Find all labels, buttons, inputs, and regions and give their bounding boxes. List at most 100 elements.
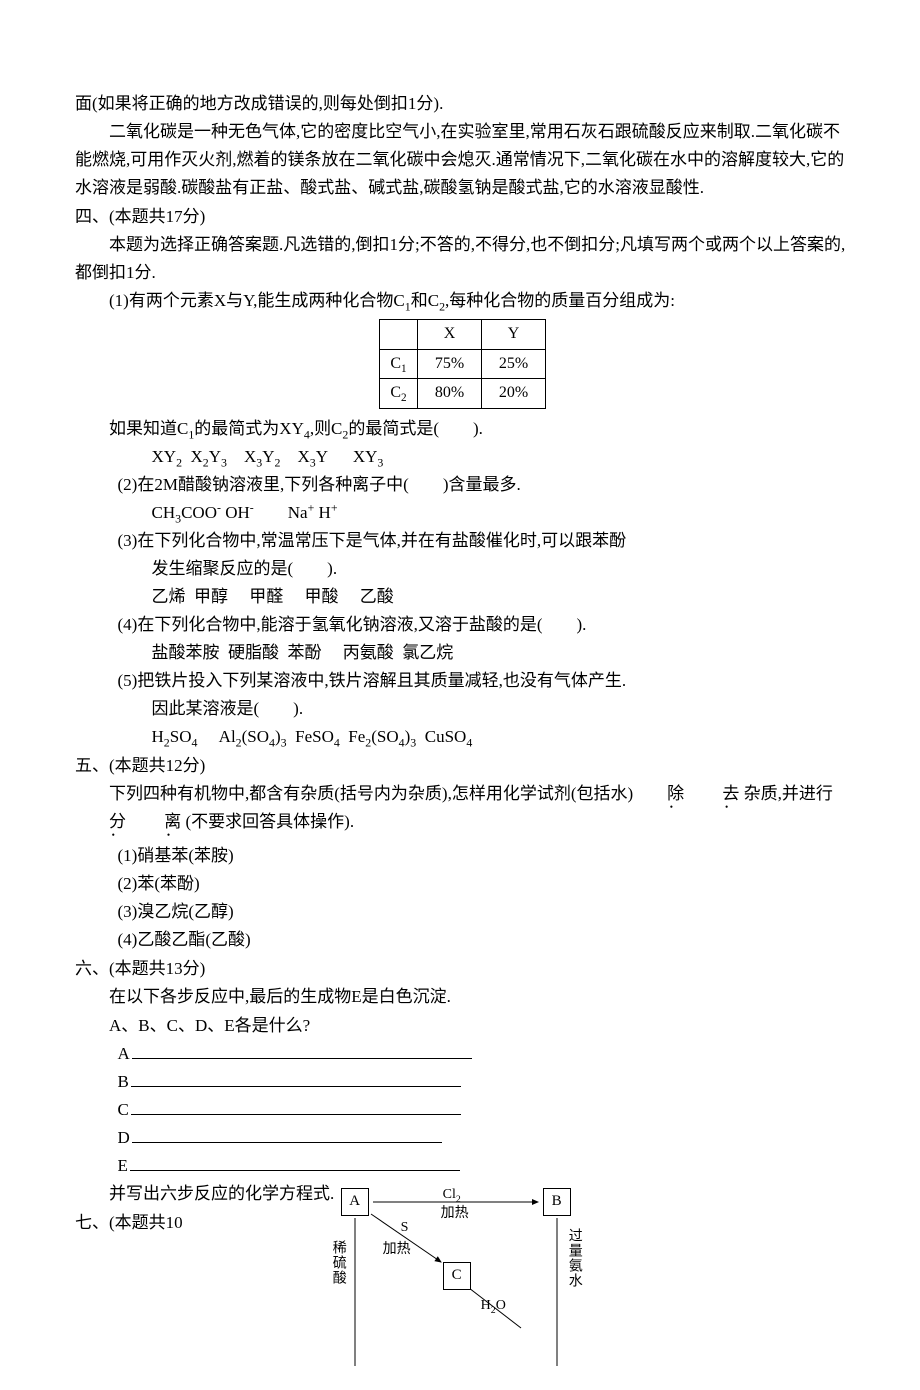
blank-d: D: [75, 1124, 850, 1152]
reaction-diagram: A B C Cl2 加热 S 加热 H2O 稀硫酸 过量氨水: [323, 1180, 643, 1370]
section-7-header: 七、(本题共10: [75, 1209, 183, 1237]
h2o-h: H: [481, 1298, 491, 1313]
section-5-header: 五、(本题共12分): [75, 752, 850, 780]
o: (SO: [371, 727, 398, 746]
td-c1: C1: [380, 349, 418, 378]
label-b: B: [118, 1072, 129, 1091]
underline-d: [132, 1126, 442, 1143]
blank-a: A: [75, 1040, 850, 1068]
label-e: E: [118, 1156, 128, 1175]
o: FeSO: [287, 727, 334, 746]
o: X: [280, 447, 309, 466]
emph-separate-2: 离: [130, 808, 185, 836]
h2o-o: O: [496, 1298, 506, 1313]
q4-5: (5)把铁片投入下列某溶液中,铁片溶解且其质量减轻,也没有气体产生.: [75, 667, 850, 695]
label-h2o: H2O: [481, 1294, 506, 1317]
label-ammonia: 过量氨水: [563, 1228, 586, 1288]
q4-4-options: 盐酸苯胺 硬脂酸 苯酚 丙氨酸 氯乙烷: [75, 639, 850, 667]
q4-1-stem: (1)有两个元素X与Y,能生成两种化合物C1和C2,每种化合物的质量百分组成为:: [75, 287, 850, 315]
table-header-row: X Y: [380, 320, 546, 349]
emph-remove-1: 除: [633, 780, 688, 808]
o: (SO: [242, 727, 269, 746]
t: 的最简式为XY: [194, 419, 304, 438]
section-7-row: 七、(本题共10 A B C Cl2 加热 S 加热 H2O 稀硫酸 过量氨水: [75, 1208, 850, 1370]
o: XY: [152, 447, 177, 466]
q4-4: (4)在下列化合物中,能溶于氢氧化钠溶液,又溶于盐酸的是( ).: [75, 611, 850, 639]
q4-1-text-a: (1)有两个元素X与Y,能生成两种化合物C: [109, 291, 405, 310]
q5-3: (3)溴乙烷(乙醇): [75, 898, 850, 926]
c2-label: C: [390, 384, 401, 401]
s5t: 下列四种有机物中,都含有杂质(括号内为杂质),怎样用化学试剂(包括水): [109, 784, 633, 803]
o: Na: [254, 503, 308, 522]
blank-e: E: [75, 1152, 850, 1180]
th-y: Y: [482, 320, 546, 349]
q4-1-options: XY2 X2Y3 X3Y2 X3Y XY3: [75, 443, 850, 471]
label-dilute-acid: 稀硫酸: [327, 1240, 350, 1285]
o: OH: [221, 503, 250, 522]
s5m1: 杂质,并进行: [744, 784, 833, 803]
q4-3: (3)在下列化合物中,常温常压下是气体,并在有盐酸催化时,可以跟苯酚: [75, 527, 850, 555]
c1-label: C: [390, 355, 401, 372]
q4-2: (2)在2M醋酸钠溶液里,下列各种离子中( )含量最多.: [75, 471, 850, 499]
th-empty: [380, 320, 418, 349]
o: Al: [197, 727, 235, 746]
section-6-p1: 在以下各步反应中,最后的生成物E是白色沉淀.: [75, 983, 850, 1011]
diagram-svg: [323, 1180, 643, 1370]
q5-1: (1)硝基苯(苯胺): [75, 842, 850, 870]
section-4-intro: 本题为选择正确答案题.凡选错的,倒扣1分;不答的,不得分,也不倒扣分;凡填写两个…: [75, 231, 850, 287]
t: 的最简式是( ).: [348, 419, 483, 438]
underline-b: [131, 1070, 461, 1087]
q4-1-text-c: ,每种化合物的质量百分组成为:: [445, 291, 675, 310]
q4-5b: 因此某溶液是( ).: [75, 695, 850, 723]
o: CH: [152, 503, 176, 522]
q5-2: (2)苯(苯酚): [75, 870, 850, 898]
th-x: X: [418, 320, 482, 349]
section-4-header: 四、(本题共17分): [75, 203, 850, 231]
o: Fe: [340, 727, 366, 746]
blank-c: C: [75, 1096, 850, 1124]
composition-table: X Y C1 75% 25% C2 80% 20%: [379, 319, 546, 408]
emph-remove-2: 去: [688, 780, 743, 808]
node-c: C: [443, 1262, 471, 1290]
c2-sub: 2: [401, 392, 407, 404]
passage-co2: 二氧化碳是一种无色气体,它的密度比空气小,在实验室里,常用石灰石跟硫酸反应来制取…: [75, 118, 850, 202]
t: ,则C: [310, 419, 343, 438]
o: Y XY: [316, 447, 378, 466]
o: CuSO: [416, 727, 466, 746]
td-c2: C2: [380, 379, 418, 408]
node-a: A: [341, 1188, 369, 1216]
underline-a: [132, 1042, 472, 1059]
o: X: [227, 447, 256, 466]
q5-4: (4)乙酸乙酯(乙酸): [75, 926, 850, 954]
q4-1-text-b: 和C: [411, 291, 439, 310]
o: X: [182, 447, 203, 466]
o: COO: [181, 503, 217, 522]
section-6-header: 六、(本题共13分): [75, 955, 850, 983]
label-a: A: [118, 1044, 130, 1063]
q4-2-options: CH3COO- OH- Na+ H+: [75, 499, 850, 527]
td-c1-x: 75%: [418, 349, 482, 378]
table-row: C2 80% 20%: [380, 379, 546, 408]
q4-1-line2: 如果知道C1的最简式为XY4,则C2的最简式是( ).: [75, 415, 850, 443]
q4-5-options: H2SO4 Al2(SO4)3 FeSO4 Fe2(SO4)3 CuSO4: [75, 723, 850, 751]
label-c: C: [118, 1100, 129, 1119]
t: 如果知道C: [109, 419, 188, 438]
carryover-line: 面(如果将正确的地方改成错误的,则每处倒扣1分).: [75, 90, 850, 118]
label-heat-1: 加热: [441, 1202, 469, 1225]
c1-sub: 1: [401, 363, 407, 375]
label-s: S: [401, 1216, 409, 1239]
label-heat-2: 加热: [383, 1238, 411, 1261]
underline-c: [131, 1098, 461, 1115]
table-row: C1 75% 25%: [380, 349, 546, 378]
q4-3b: 发生缩聚反应的是( ).: [75, 555, 850, 583]
blank-b: B: [75, 1068, 850, 1096]
node-b: B: [543, 1188, 571, 1216]
emph-separate-1: 分: [75, 808, 130, 836]
underline-e: [130, 1154, 460, 1171]
td-c2-y: 20%: [482, 379, 546, 408]
o: H: [152, 727, 164, 746]
q4-3-options: 乙烯 甲醇 甲醛 甲酸 乙酸: [75, 583, 850, 611]
o: SO: [170, 727, 192, 746]
td-c1-y: 25%: [482, 349, 546, 378]
section-5-stem: 下列四种有机物中,都含有杂质(括号内为杂质),怎样用化学试剂(包括水)除去杂质,…: [75, 780, 850, 842]
